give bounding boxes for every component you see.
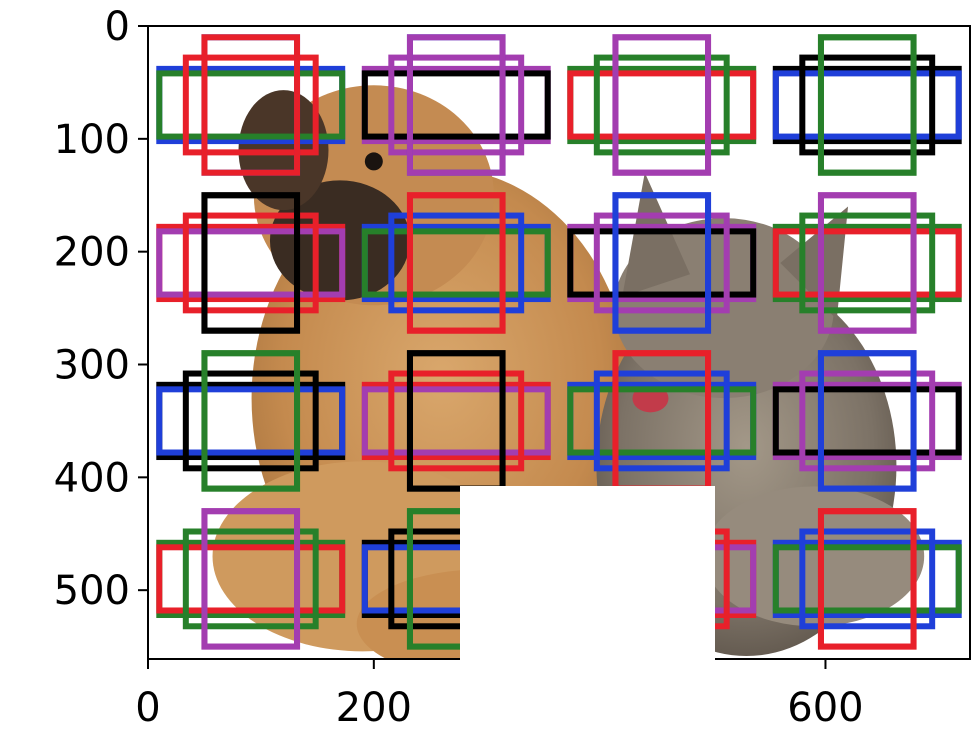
anchor-box [772, 544, 962, 614]
anchor-box [612, 34, 712, 176]
anchor-box [593, 212, 730, 314]
anchor-box [612, 192, 712, 334]
kitten-ear-left [622, 172, 690, 297]
anchor-box [593, 370, 730, 472]
anchor-box [156, 70, 346, 140]
kitten-leg [704, 486, 925, 627]
anchor-box [182, 370, 319, 472]
anchor-box [406, 192, 506, 334]
anchor-box [182, 54, 319, 156]
anchor-box [201, 350, 301, 492]
anchor-box [156, 228, 346, 298]
anchor-box [156, 386, 346, 456]
anchor-box [201, 34, 301, 176]
anchor-box [772, 70, 962, 140]
anchor-box [817, 508, 917, 650]
anchor-box [817, 34, 917, 176]
y-tick-label: 300 [54, 343, 130, 389]
anchor-box [406, 34, 506, 176]
anchor-box [799, 54, 936, 156]
anchor-box [388, 54, 525, 156]
anchor-box [567, 386, 757, 456]
anchor-box [817, 350, 917, 492]
anchor-box [361, 70, 551, 140]
y-tick-label: 0 [105, 4, 130, 50]
y-tick-label: 100 [54, 117, 130, 163]
anchor-box [361, 386, 551, 456]
anchor-box [567, 228, 757, 298]
y-tick-label: 500 [54, 568, 130, 614]
anchor-box [799, 212, 936, 314]
anchor-box [817, 192, 917, 334]
anchor-box [772, 228, 962, 298]
anchor-box [799, 528, 936, 630]
anchor-box [201, 508, 301, 650]
anchor-box [201, 192, 301, 334]
anchor-box [182, 528, 319, 630]
puppy-eye [364, 152, 383, 171]
x-tick-label: 600 [787, 685, 863, 731]
occlusion-patch [460, 486, 715, 742]
anchor-box [772, 386, 962, 456]
y-tick-label: 400 [54, 455, 130, 501]
x-tick-label: 200 [336, 685, 412, 731]
anchor-box [567, 70, 757, 140]
y-tick-label: 200 [54, 230, 130, 276]
x-tick-label: 0 [135, 685, 160, 731]
anchor-box [388, 212, 525, 314]
anchor-box [182, 212, 319, 314]
anchor-box [361, 228, 551, 298]
anchor-box [799, 370, 936, 472]
anchor-box [593, 54, 730, 156]
anchor-box [388, 370, 525, 472]
anchor-box [156, 544, 346, 614]
y-axis-ticks: 0 100 200 300 400 500 [54, 4, 148, 614]
anchor-box [406, 350, 506, 492]
kitten-ear-right [780, 206, 849, 320]
